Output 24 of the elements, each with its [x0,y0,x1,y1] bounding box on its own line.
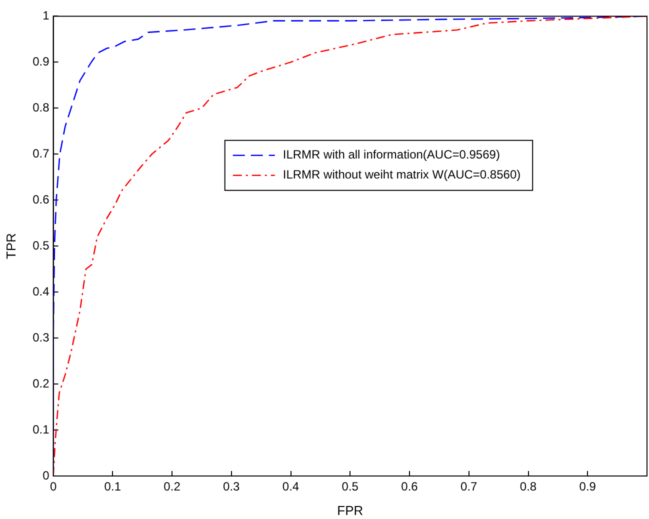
x-tick-label: 0.3 [223,480,240,494]
legend-label: ILRMR without weiht matrix W(AUC=0.8560) [282,168,521,182]
x-tick-label: 0.5 [342,480,359,494]
y-tick-label: 0.2 [32,376,50,390]
x-tick-label: 0.7 [460,480,478,494]
y-tick-label: 0 [42,468,50,482]
x-tick-label: 0.4 [282,480,300,494]
x-tick-label: 0.9 [579,480,596,494]
x-tick-label: 0.1 [104,480,122,494]
y-tick-label: 0.6 [32,192,50,206]
y-tick-label: 0.8 [32,100,50,114]
y-tick-label: 0.7 [32,146,50,160]
legend-label: ILRMR with all information(AUC=0.9569) [282,148,500,162]
x-axis-title: FPR [337,502,364,518]
y-tick-label: 0.9 [32,54,50,68]
x-tick-label: 0.6 [401,480,418,494]
y-tick-label: 0.3 [32,330,50,344]
x-tick-label: 0.8 [520,480,537,494]
y-tick-label: 0.1 [32,422,50,436]
y-tick-label: 0.4 [32,284,50,298]
y-axis-title: TPR [3,233,18,260]
x-tick-label: 0.2 [164,480,181,494]
y-tick-label: 0.5 [32,238,50,252]
y-tick-label: 1 [42,8,50,23]
